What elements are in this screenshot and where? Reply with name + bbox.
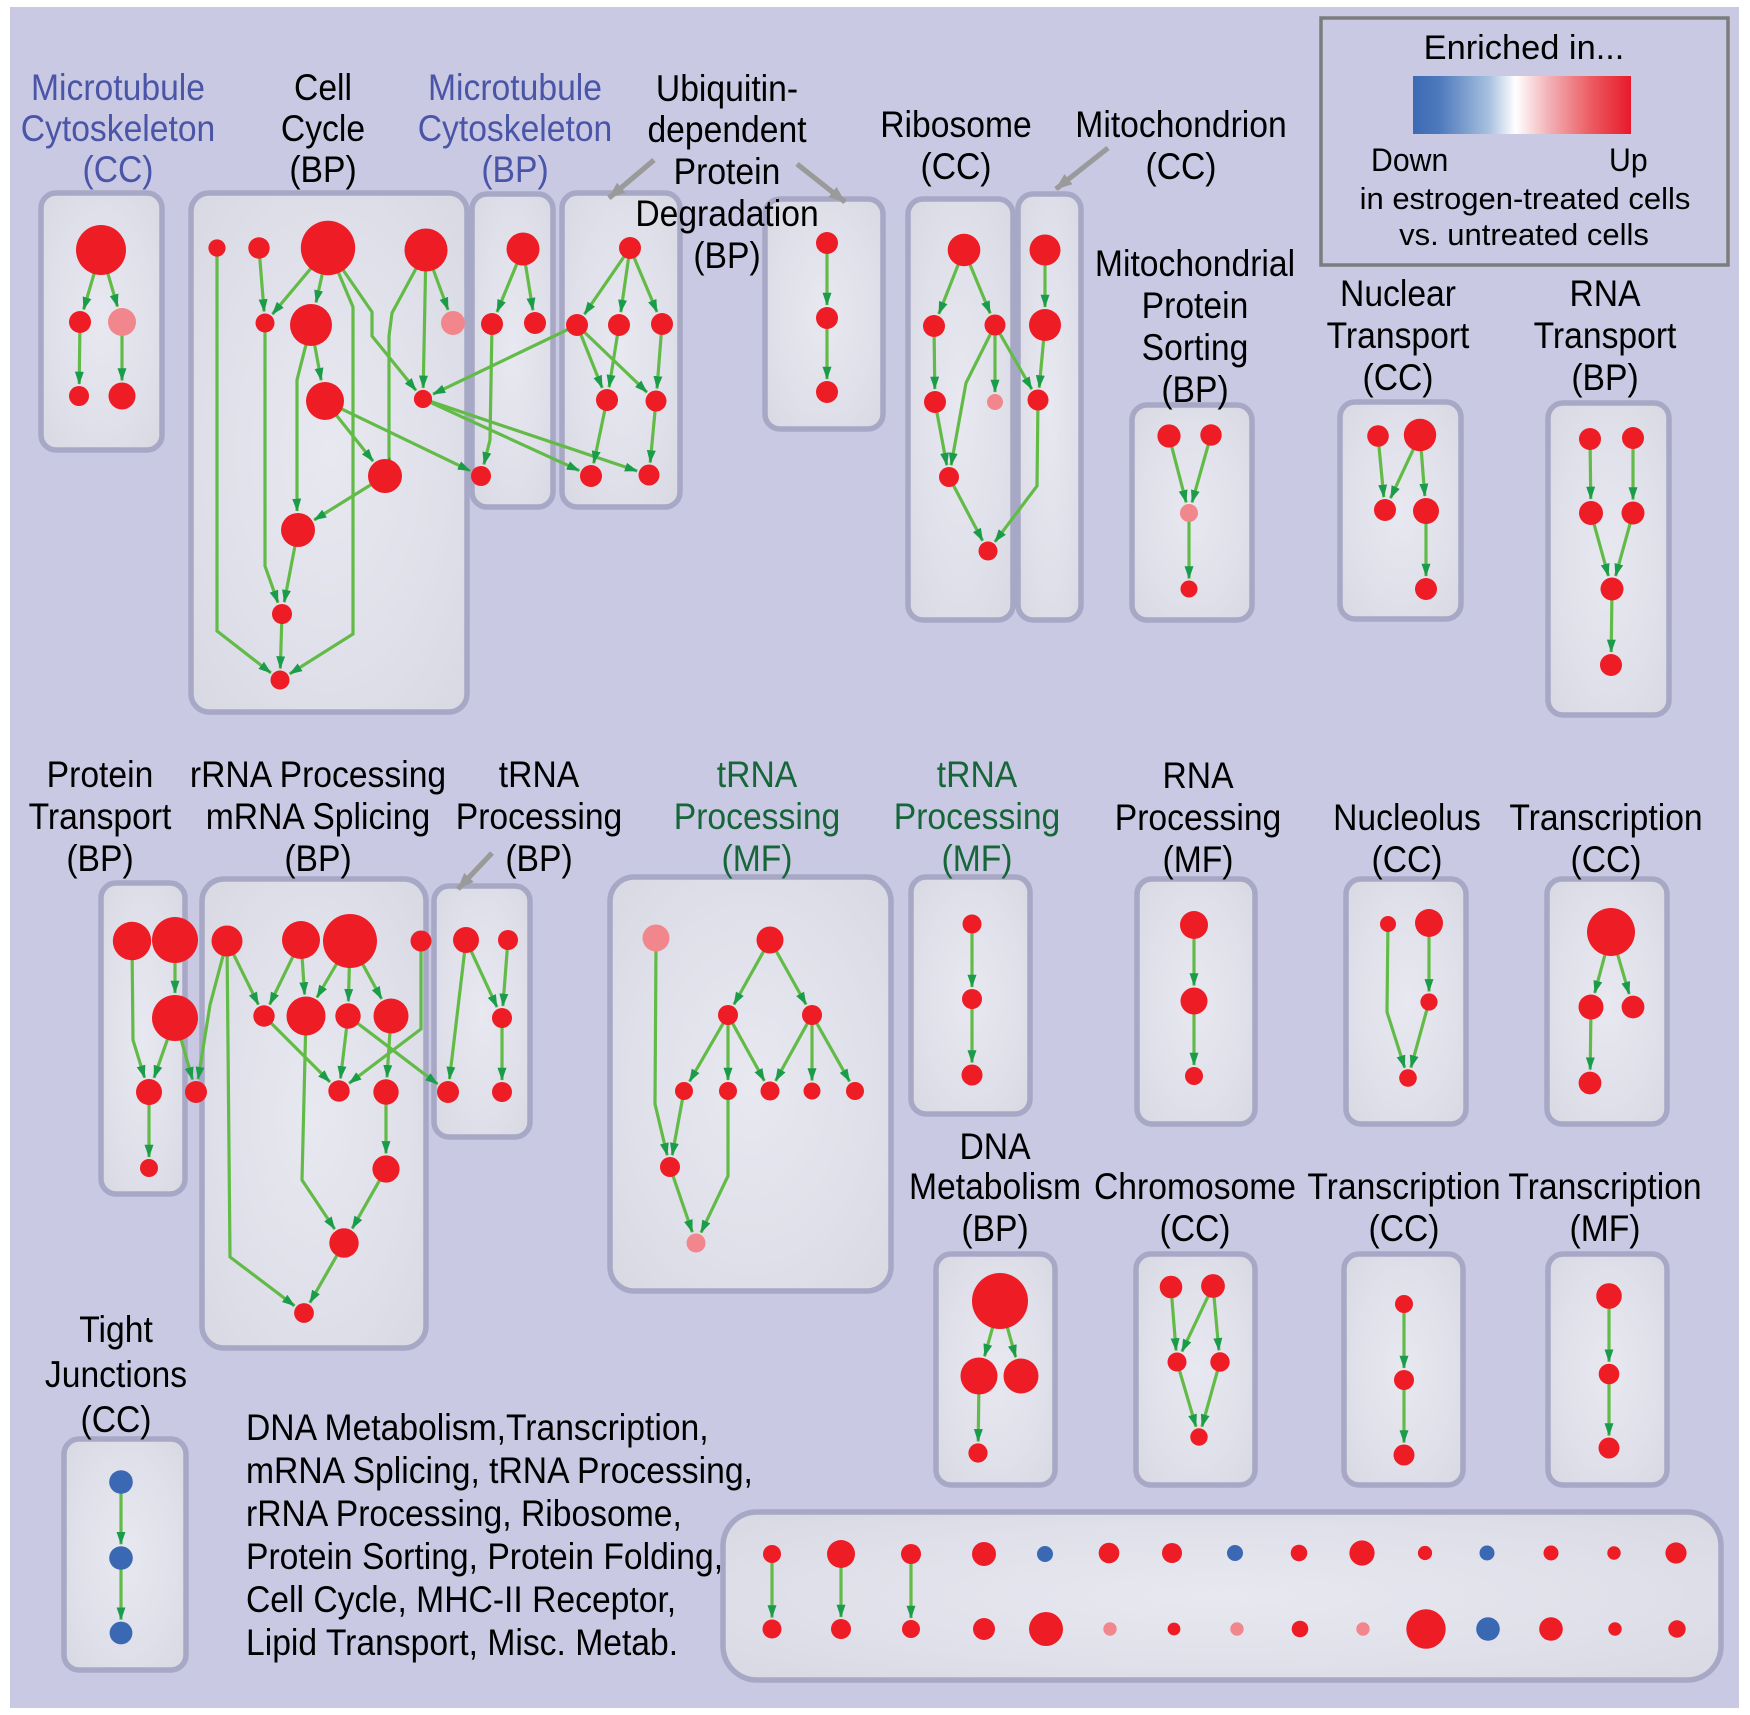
svg-text:Nucleolus: Nucleolus	[1333, 798, 1481, 839]
svg-text:Protein: Protein	[47, 755, 154, 796]
svg-text:Protein: Protein	[1142, 286, 1249, 327]
svg-text:Cycle: Cycle	[281, 109, 365, 150]
svg-text:RNA: RNA	[1569, 274, 1640, 315]
svg-text:Processing: Processing	[894, 797, 1060, 838]
svg-text:Junctions: Junctions	[45, 1355, 187, 1396]
svg-text:(BP): (BP)	[505, 839, 572, 880]
svg-text:Protein: Protein	[674, 152, 781, 193]
svg-text:Chromosome: Chromosome	[1094, 1167, 1296, 1208]
svg-text:rRNA Processing, Ribosome,: rRNA Processing, Ribosome,	[246, 1494, 682, 1535]
svg-text:Enriched in...: Enriched in...	[1424, 29, 1625, 67]
svg-text:tRNA: tRNA	[717, 755, 798, 796]
svg-text:Processing: Processing	[1115, 798, 1281, 839]
svg-text:Microtubule: Microtubule	[31, 68, 205, 109]
svg-text:Transcription: Transcription	[1509, 798, 1702, 839]
svg-text:mRNA Splicing: mRNA Splicing	[206, 797, 430, 838]
svg-text:Cell Cycle, MHC-II Receptor,: Cell Cycle, MHC-II Receptor,	[246, 1580, 676, 1621]
svg-text:Down: Down	[1371, 142, 1448, 178]
svg-text:Transcription: Transcription	[1508, 1167, 1701, 1208]
svg-text:(CC): (CC)	[920, 147, 991, 188]
svg-text:Ribosome: Ribosome	[880, 105, 1032, 146]
svg-text:vs. untreated cells: vs. untreated cells	[1399, 217, 1649, 252]
svg-text:(CC): (CC)	[1368, 1209, 1439, 1250]
svg-text:(BP): (BP)	[961, 1209, 1028, 1250]
svg-text:Mitochondrial: Mitochondrial	[1095, 244, 1295, 285]
svg-text:(BP): (BP)	[289, 150, 356, 191]
svg-text:(CC): (CC)	[80, 1400, 151, 1441]
svg-text:Mitochondrion: Mitochondrion	[1075, 105, 1286, 146]
svg-text:(BP): (BP)	[1161, 370, 1228, 411]
svg-text:Processing: Processing	[674, 797, 840, 838]
svg-text:Lipid Transport, Misc. Metab.: Lipid Transport, Misc. Metab.	[246, 1623, 678, 1664]
svg-text:tRNA: tRNA	[937, 755, 1018, 796]
svg-text:Transport: Transport	[29, 797, 172, 838]
svg-text:(CC): (CC)	[1145, 147, 1216, 188]
svg-text:dependent: dependent	[647, 110, 806, 151]
svg-text:tRNA: tRNA	[499, 755, 580, 796]
svg-text:(BP): (BP)	[481, 150, 548, 191]
svg-text:Transcription: Transcription	[1307, 1167, 1500, 1208]
svg-text:Protein Sorting, Protein Foldi: Protein Sorting, Protein Folding,	[246, 1537, 723, 1578]
svg-text:(BP): (BP)	[1571, 358, 1638, 399]
svg-text:(BP): (BP)	[66, 839, 133, 880]
svg-text:Degradation: Degradation	[635, 194, 818, 235]
svg-text:DNA: DNA	[959, 1127, 1030, 1168]
svg-text:Sorting: Sorting	[1142, 328, 1249, 369]
svg-text:Cell: Cell	[294, 68, 352, 109]
svg-text:Processing: Processing	[456, 797, 622, 838]
svg-text:Nuclear: Nuclear	[1340, 274, 1456, 315]
svg-text:Microtubule: Microtubule	[428, 68, 602, 109]
svg-text:(MF): (MF)	[721, 839, 792, 880]
svg-text:(CC): (CC)	[1570, 840, 1641, 881]
svg-text:(CC): (CC)	[1362, 358, 1433, 399]
svg-text:Ubiquitin-: Ubiquitin-	[656, 69, 798, 110]
svg-text:(BP): (BP)	[284, 839, 351, 880]
svg-text:mRNA Splicing, tRNA Processing: mRNA Splicing, tRNA Processing,	[246, 1451, 753, 1492]
svg-text:(MF): (MF)	[941, 839, 1012, 880]
svg-text:Metabolism: Metabolism	[909, 1167, 1081, 1208]
svg-text:Up: Up	[1609, 142, 1648, 178]
svg-text:(MF): (MF)	[1162, 840, 1233, 881]
svg-text:DNA Metabolism,Transcription,: DNA Metabolism,Transcription,	[246, 1408, 709, 1449]
svg-text:Transport: Transport	[1327, 316, 1470, 357]
svg-text:(BP): (BP)	[693, 236, 760, 277]
svg-text:(CC): (CC)	[82, 150, 153, 191]
svg-text:(MF): (MF)	[1569, 1209, 1640, 1250]
svg-text:(CC): (CC)	[1371, 840, 1442, 881]
svg-text:Cytoskeleton: Cytoskeleton	[418, 109, 613, 150]
svg-text:Cytoskeleton: Cytoskeleton	[21, 109, 216, 150]
svg-text:(CC): (CC)	[1159, 1209, 1230, 1250]
svg-text:Tight: Tight	[79, 1310, 153, 1351]
svg-text:in estrogen-treated cells: in estrogen-treated cells	[1360, 181, 1691, 216]
svg-text:RNA: RNA	[1162, 756, 1233, 797]
svg-text:Transport: Transport	[1534, 316, 1677, 357]
svg-text:rRNA Processing: rRNA Processing	[190, 755, 446, 796]
